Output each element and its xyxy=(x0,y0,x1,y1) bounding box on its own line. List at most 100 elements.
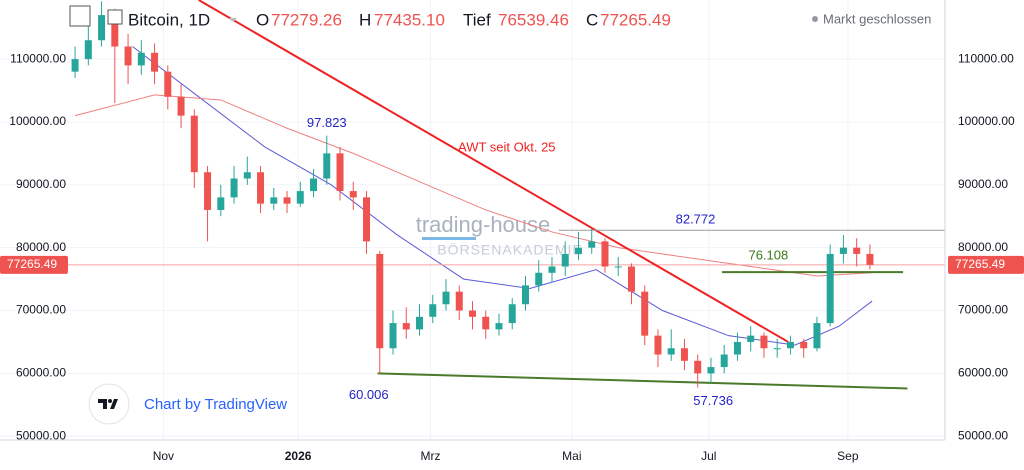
candle-body xyxy=(733,341,741,355)
candle-body xyxy=(164,71,172,97)
annotation: 60.006 xyxy=(349,387,389,402)
candle-body xyxy=(98,15,106,41)
candle-body xyxy=(243,172,251,179)
candle-body xyxy=(323,153,331,179)
x-tick-label: Jul xyxy=(701,449,716,463)
candle-body xyxy=(137,52,145,66)
symbol: Bitcoin, 1D xyxy=(128,10,210,29)
candle-body xyxy=(482,316,490,330)
watermark-subtitle: BÖRSENAKADEMIE xyxy=(437,241,582,258)
moving-average xyxy=(74,94,873,277)
x-tick-label: Nov xyxy=(153,449,174,463)
label: C xyxy=(586,10,598,29)
x-tick-label: 2026 xyxy=(285,449,312,463)
candle-body xyxy=(71,59,79,72)
candle-body xyxy=(257,172,265,204)
moving-average xyxy=(132,46,873,346)
annotation: 57.736 xyxy=(693,393,733,408)
candle-body xyxy=(349,191,357,198)
candle-body xyxy=(190,115,198,173)
value: 77279.26 xyxy=(271,10,342,29)
annotation: 76.108 xyxy=(748,248,788,263)
y-tick-label: 80000.00 xyxy=(16,240,66,254)
candle-body xyxy=(720,354,728,368)
candle-body xyxy=(389,323,397,349)
price-tag-label: 77265.49 xyxy=(955,257,1005,271)
y-tick-label: 100000.00 xyxy=(958,114,1015,128)
candle-body xyxy=(204,172,212,210)
x-tick-label: Mrz xyxy=(421,449,441,463)
candle-body xyxy=(574,247,582,254)
label: Tief xyxy=(463,10,491,29)
header: Bitcoin, 1D O 77279.26 H 77435.10 Tief 7… xyxy=(69,5,931,29)
candle-body xyxy=(548,266,556,273)
price-tag xyxy=(0,255,68,274)
trendline xyxy=(377,372,908,390)
candle-body xyxy=(283,197,291,204)
candle-body xyxy=(508,304,516,324)
y-tick-label: 50000.00 xyxy=(16,428,66,442)
candle-body xyxy=(853,247,861,254)
watermark-bar xyxy=(422,237,476,240)
candle-body xyxy=(151,52,159,72)
candle-body xyxy=(786,341,794,349)
candle-body xyxy=(376,253,384,349)
x-tick-label: Sep xyxy=(837,449,859,463)
candle-body xyxy=(469,310,476,317)
y-tick-label: 110000.00 xyxy=(958,51,1014,65)
candle-body xyxy=(800,341,808,349)
candle-body xyxy=(601,241,609,267)
candle-body xyxy=(641,291,649,336)
candle-body xyxy=(84,40,92,60)
candle-body xyxy=(773,348,781,350)
y-tick-label: 80000.00 xyxy=(958,240,1008,254)
x-tick-label: Mai xyxy=(562,449,581,463)
value: 77435.10 xyxy=(374,10,445,29)
y-tick-label: 60000.00 xyxy=(16,366,66,380)
candle-body xyxy=(614,266,622,268)
y-tick-label: 70000.00 xyxy=(958,303,1008,317)
y-tick-label: 70000.00 xyxy=(16,303,66,317)
candle-body xyxy=(296,191,304,204)
credit-text[interactable]: Chart by TradingView xyxy=(144,396,287,413)
candle-body xyxy=(177,96,185,116)
candle-body xyxy=(521,285,529,305)
icon xyxy=(107,9,123,25)
candle-body xyxy=(402,323,410,330)
trendline-label: AWT seit Okt. 25 xyxy=(458,139,556,154)
logo[interactable] xyxy=(88,383,130,425)
y-tick-label: 90000.00 xyxy=(958,177,1008,191)
candle-body xyxy=(455,291,463,311)
candle-body xyxy=(654,335,662,355)
candle-body xyxy=(124,46,132,66)
annotation: 82.772 xyxy=(676,212,716,227)
candle-body xyxy=(667,348,675,355)
candle-body xyxy=(694,360,702,374)
y-tick-label: 50000.00 xyxy=(958,428,1008,442)
candle-body xyxy=(217,197,225,210)
candle-body xyxy=(416,316,424,330)
candle-body xyxy=(442,291,450,305)
candle-body xyxy=(363,197,371,242)
y-tick-label: 90000.00 xyxy=(16,177,66,191)
candle-body xyxy=(627,266,635,292)
value: 77265.49 xyxy=(600,10,671,29)
credit[interactable]: Chart by TradingView xyxy=(88,383,287,425)
candle-body xyxy=(230,178,238,198)
candle-body xyxy=(813,323,821,349)
candle-body xyxy=(561,253,569,267)
watermark: trading-house BÖRSENAKADEMIE xyxy=(416,212,582,258)
price-tag xyxy=(948,255,1024,274)
candle-body xyxy=(839,247,847,254)
status-dot xyxy=(812,16,818,22)
candle-body xyxy=(588,241,596,248)
y-tick-label: 60000.00 xyxy=(958,366,1008,380)
logo-dot xyxy=(108,399,112,403)
dropdown[interactable] xyxy=(229,18,237,22)
candle-body xyxy=(495,323,503,330)
candle-body xyxy=(760,335,768,349)
label: H xyxy=(359,10,371,29)
value: 76539.46 xyxy=(498,10,569,29)
right-axis-panel xyxy=(945,0,1024,470)
candle-body xyxy=(336,153,344,192)
